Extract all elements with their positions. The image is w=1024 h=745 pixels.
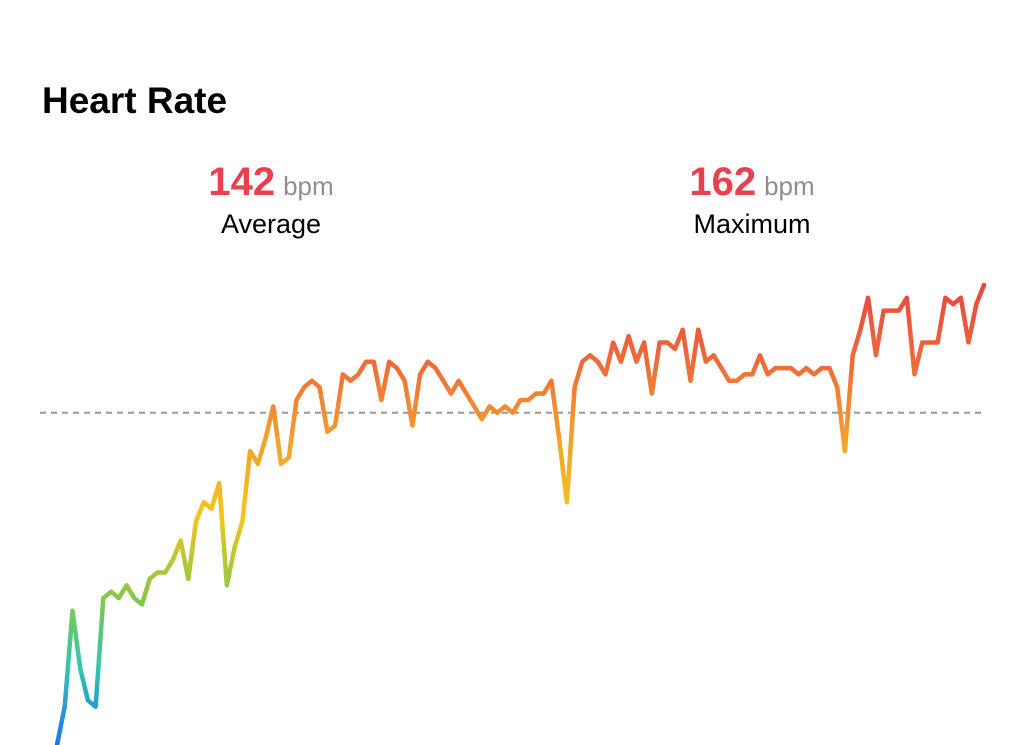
heart-rate-line (54, 282, 987, 745)
stat-label: Maximum (693, 209, 810, 239)
stat-maximum: 162 bpm Maximum (689, 160, 814, 239)
chart-title: Heart Rate (42, 80, 227, 121)
stat-value: 162 (689, 160, 756, 204)
stat-unit: bpm (283, 171, 334, 201)
stat-value-line: 142 bpm (208, 160, 333, 204)
stat-value: 142 (208, 160, 275, 204)
stat-label: Average (221, 209, 321, 239)
stat-value-line: 162 bpm (689, 160, 814, 204)
stat-average: 142 bpm Average (208, 160, 333, 239)
stat-unit: bpm (764, 171, 815, 201)
